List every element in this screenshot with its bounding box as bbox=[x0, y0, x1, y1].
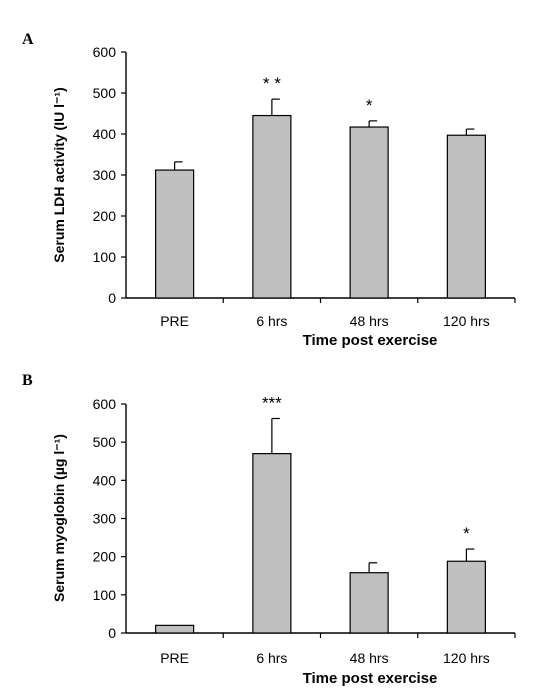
panel-a-category-label: 120 hrs bbox=[443, 313, 490, 329]
panel-b-y-tick-label: 200 bbox=[93, 549, 117, 565]
panel-a-y-tick-label: 400 bbox=[93, 126, 117, 142]
panel-b-label: B bbox=[22, 372, 33, 389]
panel-a-y-tick-label: 100 bbox=[93, 249, 117, 265]
panel-a-bar bbox=[349, 126, 389, 299]
panel-a-y-tick-label: 600 bbox=[93, 44, 117, 60]
panel-a-y-tick-label: 0 bbox=[108, 290, 116, 306]
panel-b-y-tick-label: 500 bbox=[93, 434, 117, 450]
panel-b-bar bbox=[155, 624, 195, 634]
panel-b-y-tick-label: 400 bbox=[93, 472, 117, 488]
panel-b-category-label: 6 hrs bbox=[256, 650, 287, 666]
panel-b-bar bbox=[349, 572, 389, 634]
panel-b-plot-area: 0 100 200 300 400 500 600 PRE *** 6 hrs 48 hrs * 120… bbox=[93, 394, 516, 666]
panel-a-category-label: PRE bbox=[160, 313, 189, 329]
panel-a-plot-area: 0 100 200 300 400 500 600 PRE * * 6 hrs * 48 hrs 120… bbox=[93, 44, 516, 329]
panel-b-y-tick-label: 300 bbox=[93, 511, 117, 527]
panel-a-bar bbox=[155, 169, 195, 299]
panel-a-y-tick-label: 500 bbox=[93, 85, 117, 101]
panel-a-y-tick-label: 200 bbox=[93, 208, 117, 224]
panel-b-category-label: PRE bbox=[160, 650, 189, 666]
panel-a-category-label: 6 hrs bbox=[256, 313, 287, 329]
panel-b-x-axis-label: Time post exercise bbox=[303, 670, 438, 687]
panel-a-significance-marker: * * bbox=[263, 74, 281, 93]
panel-b-y-axis-label: Serum myoglobin (µg l⁻¹) bbox=[51, 434, 67, 602]
panel-a-label: A bbox=[22, 31, 34, 48]
panel-b-category-label: 48 hrs bbox=[350, 650, 389, 666]
panel-b-significance-marker: * bbox=[463, 524, 470, 543]
panel-b-significance-marker: *** bbox=[262, 394, 282, 413]
panel-b-y-tick-label: 100 bbox=[93, 587, 117, 603]
panel-a-category-label: 48 hrs bbox=[350, 313, 389, 329]
panel-a-y-tick-label: 300 bbox=[93, 167, 117, 183]
panel-b-y-tick-label: 0 bbox=[108, 625, 116, 641]
panel-a-bar bbox=[446, 134, 486, 299]
panel-a-x-axis-label: Time post exercise bbox=[303, 332, 438, 349]
panel-a-y-axis-label: Serum LDH activity (IU l⁻¹) bbox=[51, 87, 67, 262]
panel-a-significance-marker: * bbox=[366, 96, 373, 115]
panel-b-bar bbox=[252, 453, 292, 634]
panel-b-bar bbox=[446, 560, 486, 634]
panel-a: A Serum LDH activity (IU l⁻¹) Time post … bbox=[22, 31, 516, 349]
panel-a-bar bbox=[252, 114, 292, 299]
panel-b: B Serum myoglobin (µg l⁻¹) Time post exe… bbox=[22, 372, 516, 687]
panel-b-category-label: 120 hrs bbox=[443, 650, 490, 666]
panel-b-y-tick-label: 600 bbox=[93, 396, 117, 412]
